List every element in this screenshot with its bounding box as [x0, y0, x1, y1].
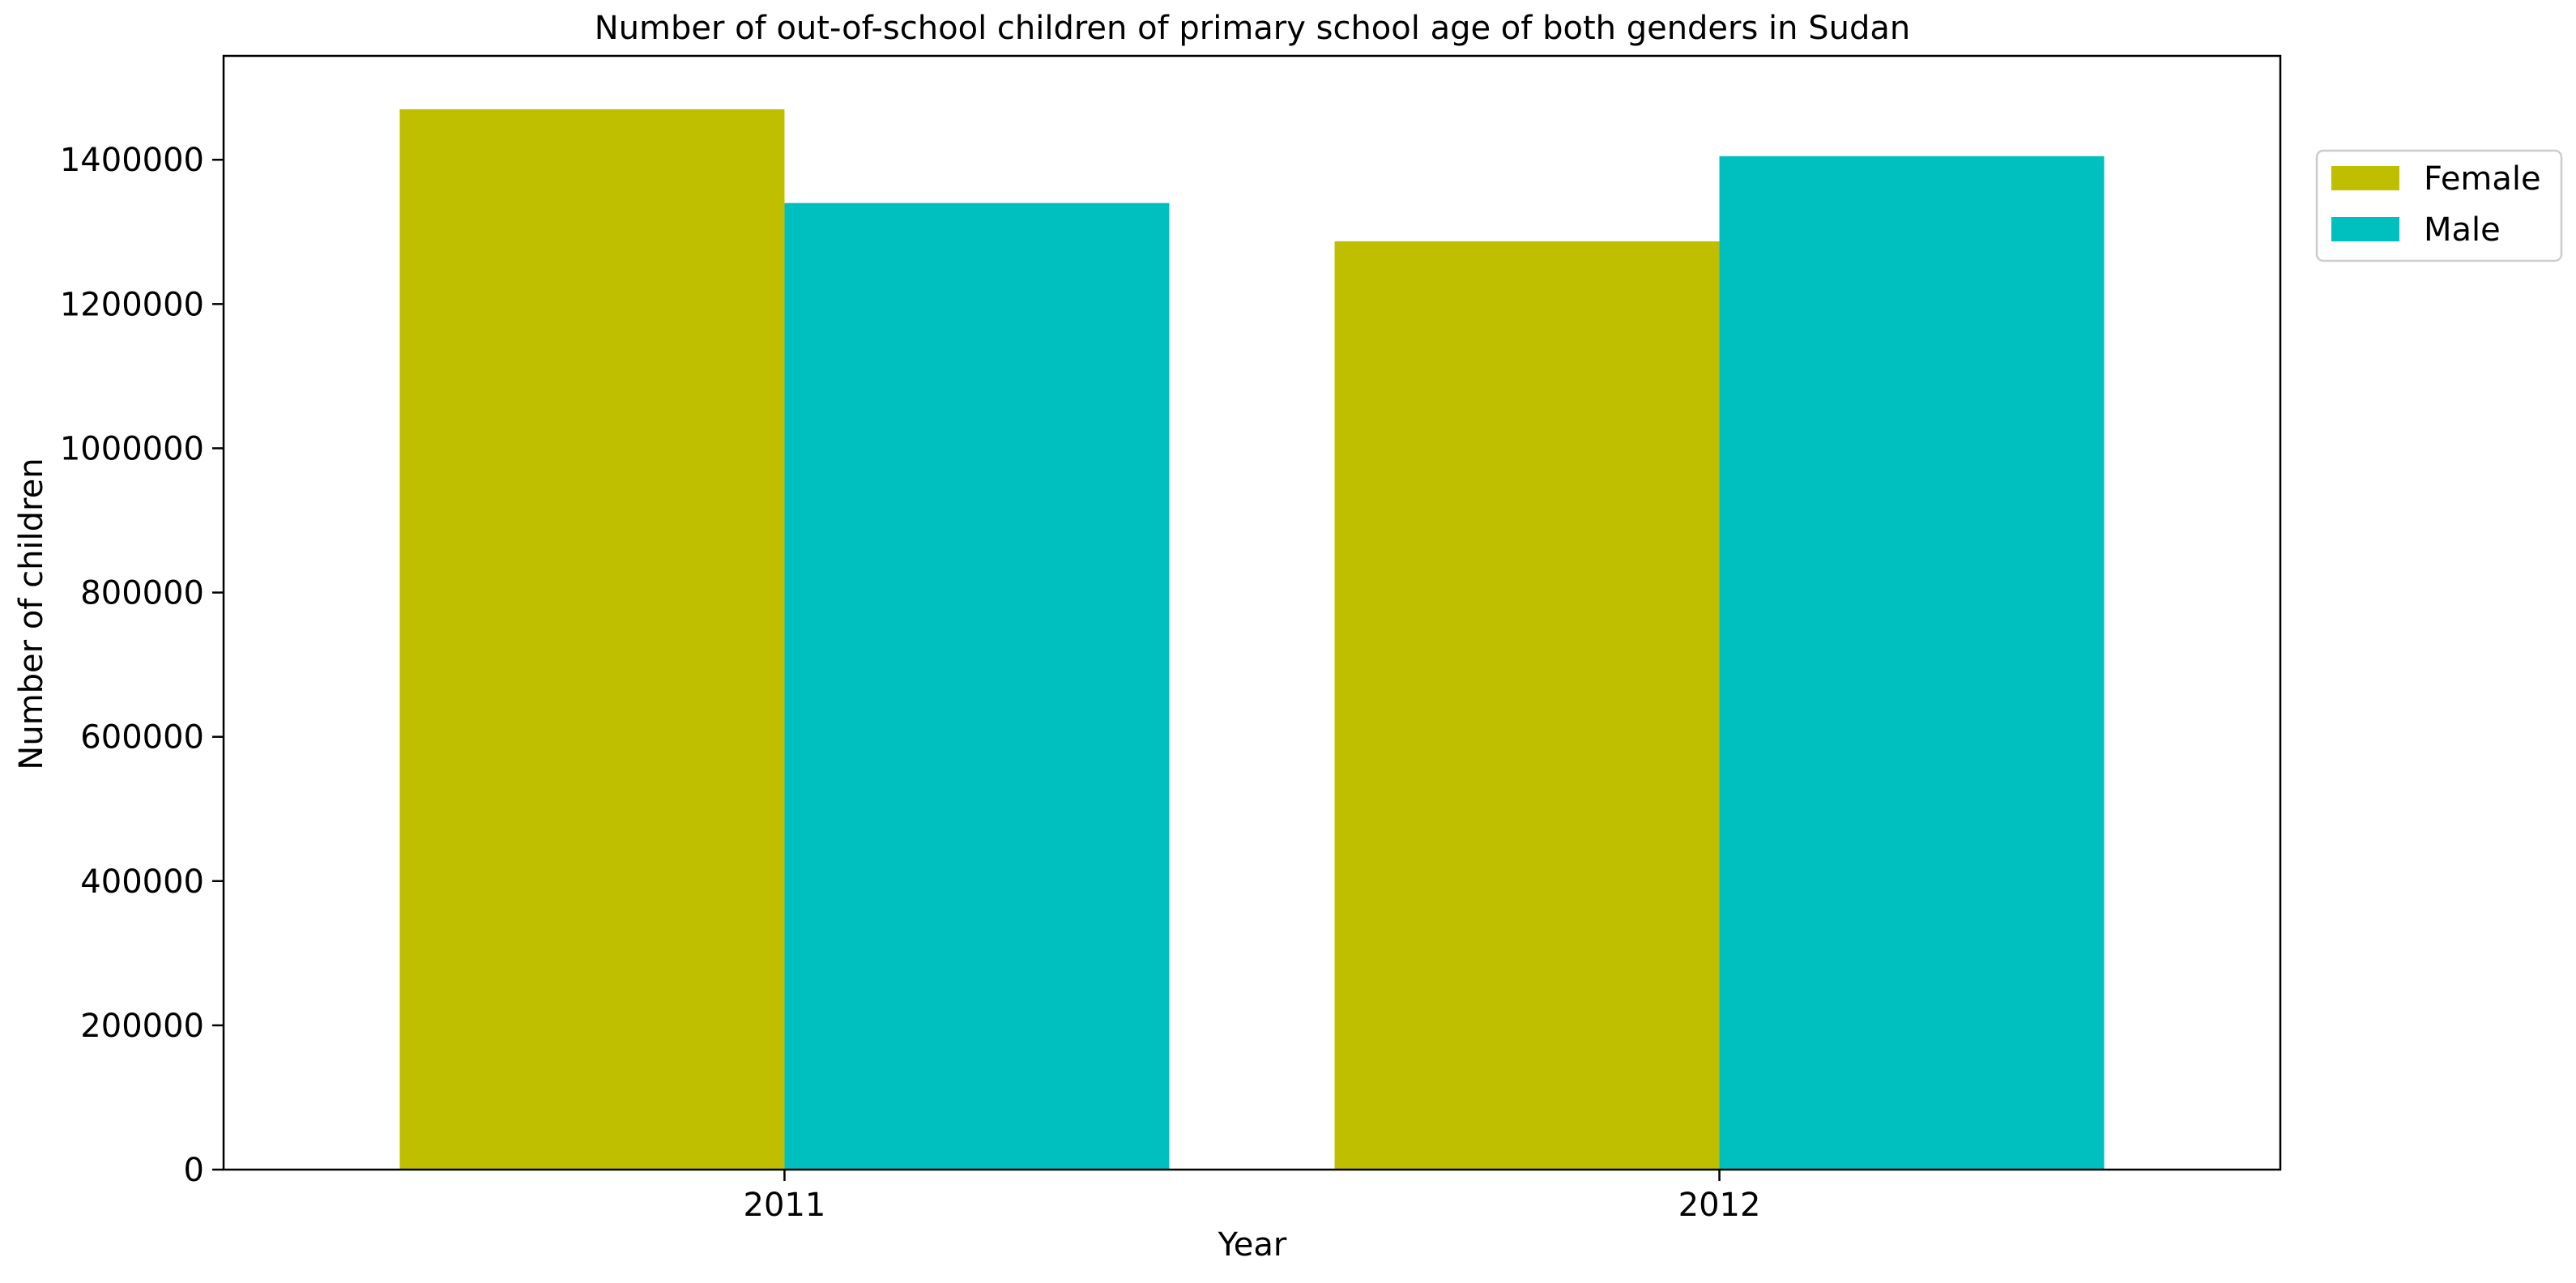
legend-swatch-female	[2331, 166, 2399, 190]
x-axis-label: Year	[1218, 1226, 1287, 1264]
y-axis: 0 200000 400000 600000 800000 1000000 1200000 1…	[60, 142, 224, 1189]
y-tick-label: 1200000	[60, 286, 204, 323]
x-tick-label: 2011	[744, 1187, 826, 1224]
bar-male-2011	[784, 202, 1170, 1170]
bar-male-2012	[1719, 156, 2105, 1170]
bars-layer	[222, 54, 2282, 1171]
y-axis-label: Number of children	[13, 458, 50, 769]
y-tick-label: 400000	[80, 863, 204, 901]
y-tick-label: 600000	[80, 719, 204, 757]
x-axis: 2011 2012	[744, 1170, 1761, 1224]
legend: Female Male	[2315, 149, 2563, 262]
chart-title: Number of out-of-school children of prim…	[595, 10, 1910, 47]
x-tick-label: 2012	[1678, 1187, 1761, 1224]
legend-label-male: Male	[2424, 211, 2501, 249]
y-tick-label: 200000	[80, 1008, 204, 1045]
bar-female-2011	[399, 109, 785, 1170]
legend-label-female: Female	[2424, 160, 2541, 198]
y-tick-label: 0	[184, 1152, 204, 1189]
y-tick-label: 1000000	[60, 430, 204, 467]
plot-frame	[222, 54, 2282, 1171]
y-tick-label: 1400000	[60, 142, 204, 179]
legend-swatch-male	[2331, 217, 2399, 241]
bar-female-2012	[1334, 241, 1720, 1170]
y-tick-label: 800000	[80, 575, 204, 612]
